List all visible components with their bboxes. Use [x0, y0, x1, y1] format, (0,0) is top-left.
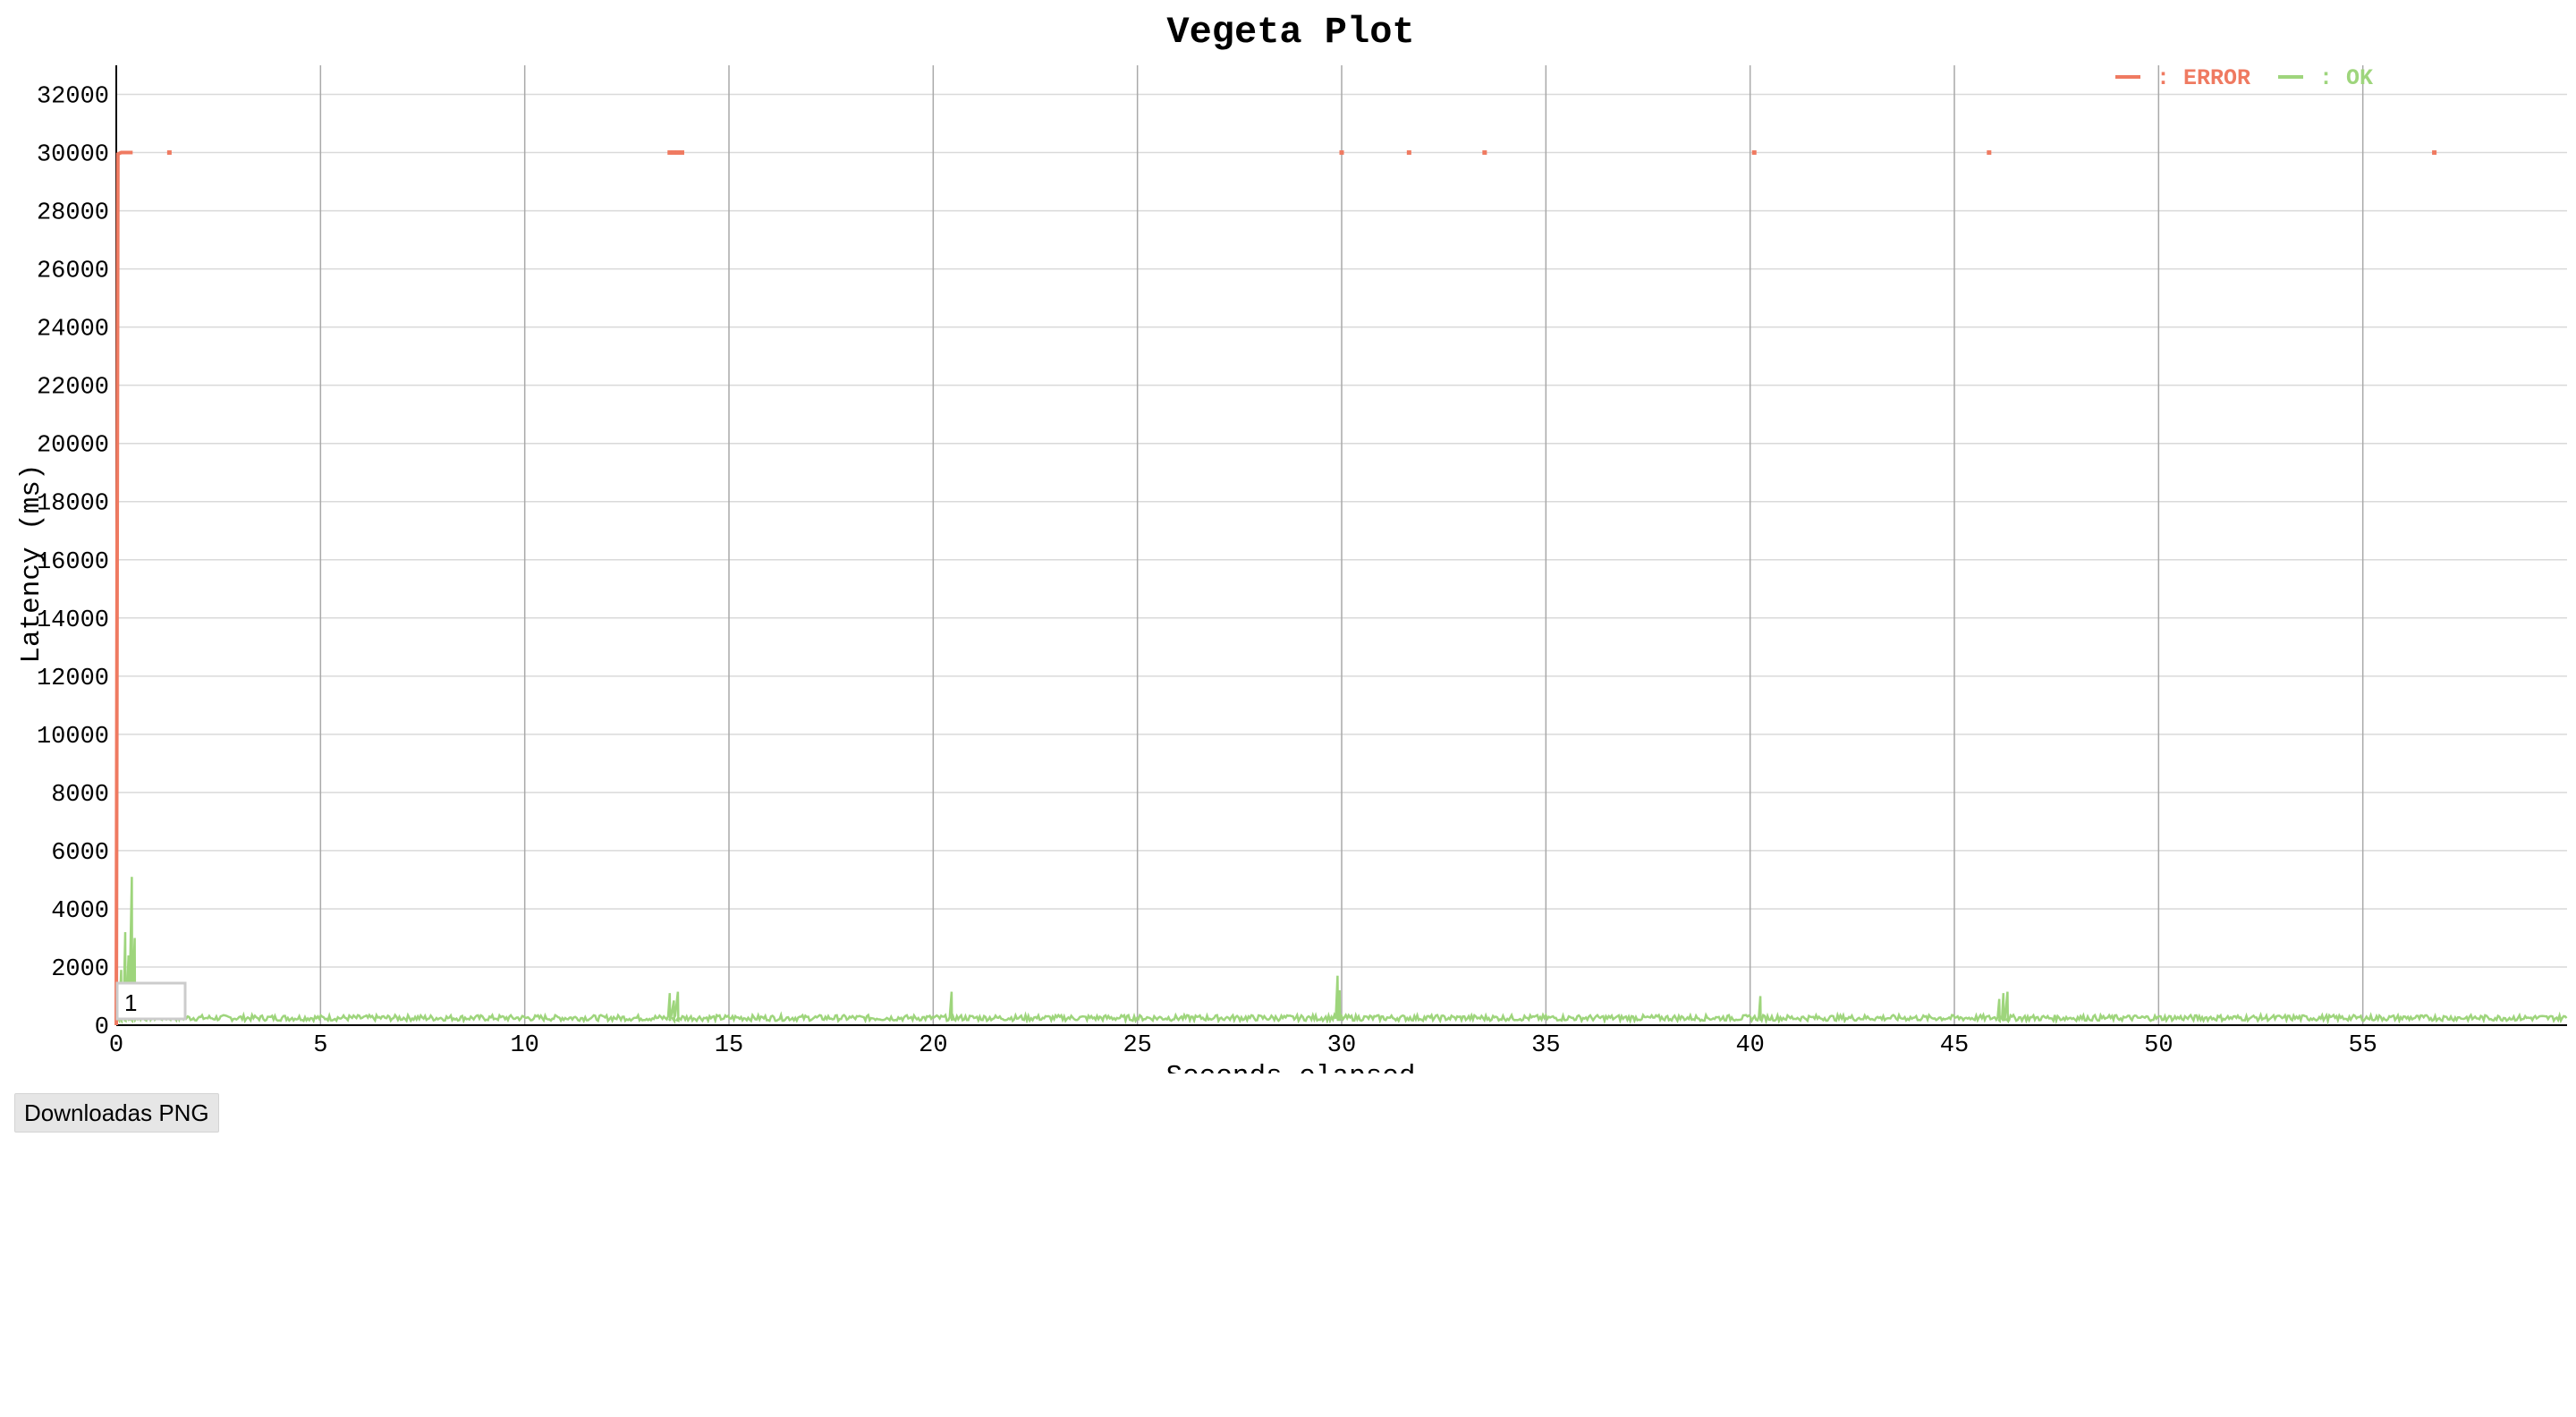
series-ok-line — [115, 877, 2568, 1025]
y-tick-label: 12000 — [37, 666, 109, 692]
y-tick-label: 30000 — [37, 142, 109, 169]
x-tick-label: 30 — [1327, 1032, 1356, 1059]
y-axis-label: Latency (ms) — [16, 463, 47, 663]
y-tick-label: 14000 — [37, 607, 109, 634]
series-error-line — [114, 150, 133, 1026]
chart-svg: Vegeta Plot02000400060008000100001200014… — [16, 11, 2568, 1073]
y-tick-label: 32000 — [37, 84, 109, 111]
chart-title: Vegeta Plot — [1166, 11, 1414, 54]
series-error-point — [679, 150, 684, 156]
series-error-point — [675, 150, 681, 156]
series-error-point — [1482, 150, 1487, 156]
y-tick-label: 4000 — [51, 898, 109, 925]
y-tick-label: 26000 — [37, 259, 109, 285]
y-tick-label: 6000 — [51, 840, 109, 867]
range-selector-box[interactable] — [115, 981, 187, 1021]
x-tick-label: 45 — [1940, 1032, 1969, 1059]
legend-error-label: : ERROR — [2157, 65, 2250, 91]
y-tick-label: 20000 — [37, 433, 109, 460]
y-tick-label: 16000 — [37, 549, 109, 576]
series-error-point — [1339, 150, 1344, 156]
vegeta-plot-chart: Vegeta Plot 0 2000 4000 6000 8000 10000 12000 14… — [16, 11, 2568, 1073]
x-axis-label: Seconds elapsed — [1165, 1061, 1415, 1073]
x-tick-label: 40 — [1735, 1032, 1764, 1059]
y-tick-label: 0 — [95, 1014, 109, 1041]
y-tick-label: 24000 — [37, 317, 109, 344]
x-tick-label: 35 — [1531, 1032, 1560, 1059]
y-tick-label: 22000 — [37, 375, 109, 402]
y-tick-label: 2000 — [51, 956, 109, 983]
y-tick-label: 10000 — [37, 724, 109, 751]
series-error-point — [1751, 150, 1757, 156]
legend-ok-label: : OK — [2319, 65, 2373, 91]
series-error-point — [2432, 150, 2437, 156]
series-error-point — [667, 150, 673, 156]
y-tick-label: 28000 — [37, 200, 109, 227]
x-tick-label: 5 — [313, 1032, 327, 1059]
x-tick-label: 15 — [715, 1032, 743, 1059]
x-tick-label: 0 — [109, 1032, 123, 1059]
y-tick-label: 18000 — [37, 491, 109, 518]
y-tick-label: 8000 — [51, 782, 109, 809]
series-error-point — [671, 150, 676, 156]
series-error-point — [1987, 150, 1992, 156]
x-tick-label: 55 — [2348, 1032, 2377, 1059]
x-tick-label: 10 — [510, 1032, 538, 1059]
range-selector-value: 1 — [124, 989, 137, 1016]
x-tick-label: 50 — [2144, 1032, 2173, 1059]
series-error-point — [1406, 150, 1411, 156]
download-png-button[interactable]: Downloadas PNG — [14, 1093, 219, 1133]
x-tick-label: 25 — [1123, 1032, 1151, 1059]
series-error-point — [166, 150, 172, 156]
x-tick-label: 20 — [919, 1032, 947, 1059]
